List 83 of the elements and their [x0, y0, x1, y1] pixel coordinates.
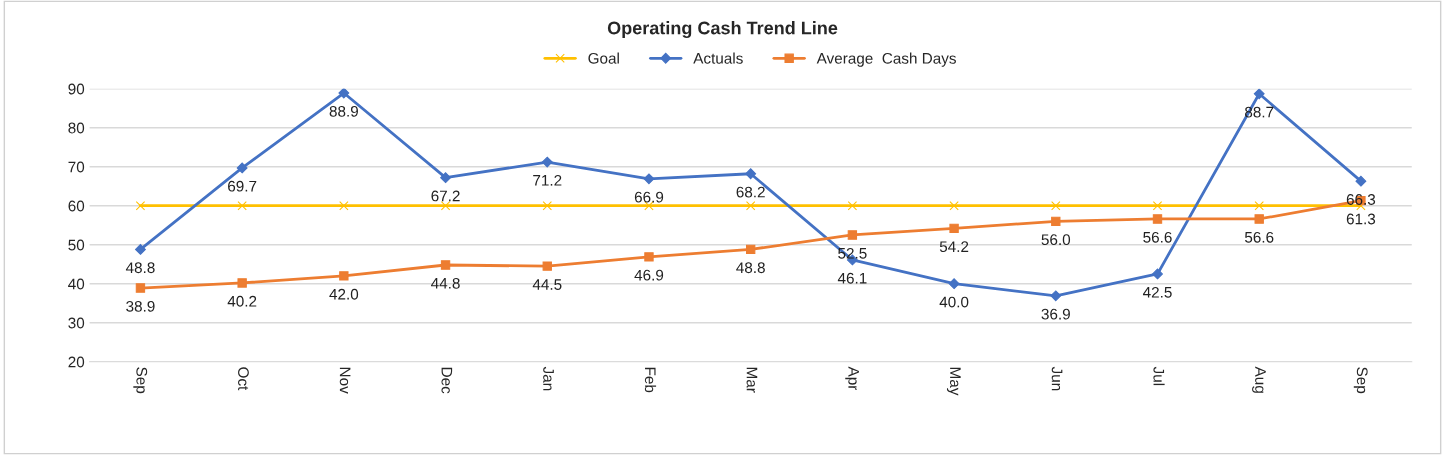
point — [1050, 290, 1062, 302]
point — [339, 201, 349, 211]
point — [1152, 268, 1163, 280]
data-label: 36.9 — [1041, 308, 1070, 320]
data-label: 42.5 — [1142, 286, 1172, 298]
point — [339, 271, 349, 281]
point — [948, 278, 960, 290]
x-tick-label: Mar — [746, 367, 758, 393]
legend-label: Goal — [588, 52, 619, 64]
data-label: 40.0 — [939, 296, 969, 308]
data-label: 56.0 — [1041, 234, 1071, 246]
point — [745, 244, 756, 255]
x-tick-label: Jun — [1051, 366, 1063, 391]
point — [643, 173, 655, 185]
point — [440, 201, 451, 211]
y-tick-label: 90 — [68, 83, 85, 95]
point — [1254, 214, 1264, 224]
point — [1253, 88, 1265, 100]
point — [745, 201, 756, 211]
y-tick-label: 40 — [68, 278, 85, 290]
chart-title: Operating Cash Trend Line — [607, 21, 838, 39]
point — [542, 261, 552, 271]
x-tick-label: May — [946, 367, 961, 396]
point — [237, 278, 247, 288]
point — [237, 201, 247, 211]
data-label: 56.6 — [1244, 231, 1274, 243]
x-tick-label: Oct — [238, 367, 249, 391]
data-label: 88.9 — [329, 105, 358, 117]
data-label: 42.0 — [329, 288, 359, 300]
x-tick-label: Jan — [543, 366, 554, 391]
point — [1152, 214, 1163, 224]
point — [745, 168, 757, 180]
data-label: 44.8 — [431, 277, 460, 289]
y-tick-label: 20 — [68, 356, 85, 368]
x-tick-label: Feb — [644, 367, 657, 393]
point — [236, 162, 248, 174]
x-tick-label: Sep — [1353, 367, 1368, 394]
legend-label: Average Cash Days — [816, 52, 956, 67]
point — [135, 283, 146, 293]
point — [1051, 216, 1061, 227]
x-tick-label: Sep — [133, 367, 148, 394]
x-tick-label: Aug — [1252, 366, 1266, 393]
point — [1254, 201, 1264, 211]
x-tick-label: Apr — [845, 366, 859, 391]
data-label: 66.9 — [634, 191, 664, 203]
point — [1051, 201, 1061, 211]
point — [135, 243, 146, 255]
point — [949, 201, 959, 211]
y-tick-label: 70 — [68, 161, 85, 173]
point — [847, 201, 858, 211]
point — [440, 172, 451, 184]
point — [542, 201, 552, 211]
data-label: 69.7 — [228, 180, 257, 192]
y-tick-label: 50 — [68, 239, 85, 251]
point — [541, 156, 553, 168]
point — [1355, 175, 1367, 187]
x-tick-label: Jul — [1153, 366, 1165, 386]
data-label: 48.8 — [736, 262, 765, 274]
data-label: 46.1 — [837, 272, 867, 284]
point — [1152, 201, 1163, 211]
y-tick-label: 60 — [68, 200, 85, 212]
data-label: 48.8 — [125, 262, 155, 274]
data-label: 38.9 — [126, 300, 155, 312]
x-tick-label: Nov — [339, 367, 351, 394]
point — [338, 88, 350, 99]
y-tick-label: 80 — [68, 122, 85, 134]
x-tick-label: Dec — [441, 367, 453, 394]
point — [135, 201, 146, 211]
data-label: 54.2 — [939, 241, 969, 253]
data-label: 40.2 — [227, 295, 257, 307]
data-label: 68.2 — [736, 186, 765, 198]
data-label: 44.5 — [532, 279, 562, 290]
data-label: 71.2 — [533, 174, 562, 186]
data-label: 56.6 — [1143, 231, 1172, 243]
point — [847, 230, 858, 240]
point — [949, 223, 959, 234]
y-tick-label: 30 — [68, 317, 85, 329]
data-label: 67.2 — [431, 190, 460, 202]
legend-label: Actuals — [693, 52, 743, 64]
data-label: 61.3 — [1346, 213, 1376, 225]
point — [440, 260, 451, 270]
data-label: 46.9 — [634, 269, 664, 281]
point — [644, 252, 654, 262]
